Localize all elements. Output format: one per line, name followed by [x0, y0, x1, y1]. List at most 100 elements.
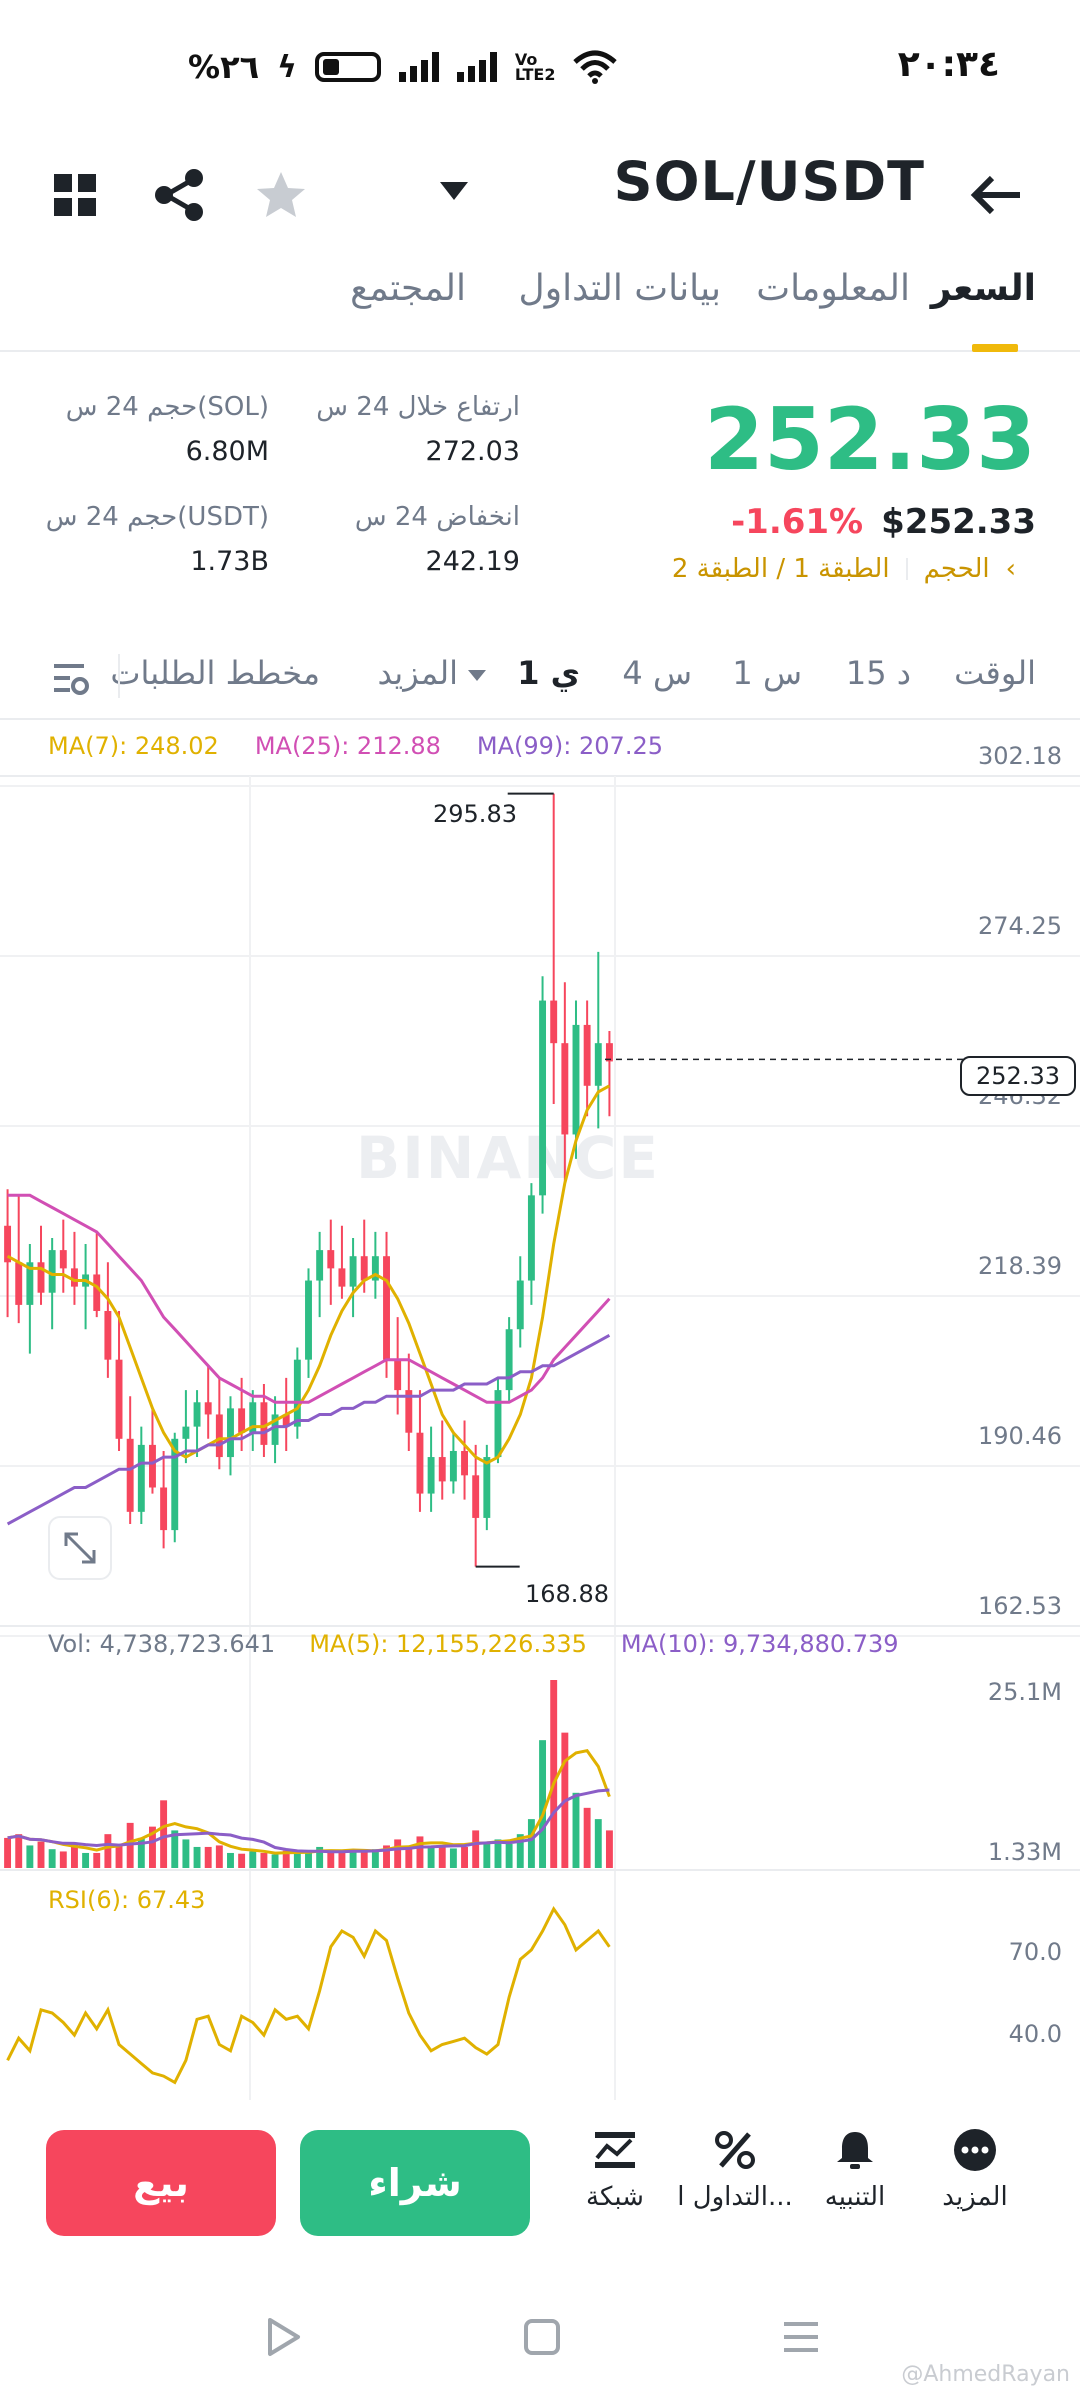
- fiat-price: $252.33: [881, 502, 1036, 542]
- chevron-right-icon[interactable]: ‹: [1005, 554, 1016, 584]
- candle-body: [394, 1359, 402, 1391]
- candle-body: [583, 1024, 591, 1086]
- volume-bar: [48, 1849, 56, 1868]
- fullscreen-expand-icon[interactable]: [48, 1516, 112, 1580]
- stat-24h-volume-base: حجم 24 س(SOL) 6.80M: [66, 392, 269, 467]
- candle-body: [182, 1426, 190, 1439]
- percent-icon: [715, 2131, 755, 2169]
- interval-time[interactable]: الوقت: [954, 654, 1036, 692]
- more-options-button[interactable]: المزيد: [915, 2128, 1035, 2212]
- volume-bar: [4, 1837, 12, 1868]
- volume-bar: [293, 1852, 301, 1868]
- candle-body: [527, 1195, 535, 1281]
- pair-dropdown-caret-icon[interactable]: [440, 182, 468, 200]
- candle-body: [15, 1262, 23, 1305]
- price-axis-label: 190.46: [978, 1422, 1062, 1450]
- volume-axis-label: 25.1M: [987, 1678, 1062, 1706]
- tab-trading-data[interactable]: بيانات التداول: [518, 268, 721, 309]
- candle-body: [193, 1402, 201, 1427]
- back-arrow-icon[interactable]: [962, 160, 1032, 230]
- grid-menu-icon[interactable]: [40, 160, 110, 230]
- price-axis-label: 218.39: [978, 1252, 1062, 1280]
- favorite-star-icon[interactable]: [246, 160, 316, 230]
- stat-value: 1.73B: [190, 546, 269, 577]
- caret-down-icon: [468, 669, 486, 681]
- nav-recents-icon[interactable]: [776, 2312, 826, 2362]
- price-axis-label: 162.53: [978, 1592, 1062, 1620]
- depth-chart-tab[interactable]: مخطط الطلبات: [110, 654, 320, 692]
- interval-more-label: المزيد: [377, 654, 459, 692]
- trading-pair-title[interactable]: SOL/USDT: [613, 150, 925, 213]
- tab-price[interactable]: السعر: [930, 268, 1036, 309]
- price-change-percent: -1.61%: [731, 502, 864, 542]
- volume-bar: [349, 1849, 357, 1868]
- chart-area[interactable]: BINANCE MA(7): 248.02 MA(25): 212.88 MA(…: [0, 720, 1080, 2100]
- candle-body: [70, 1268, 78, 1287]
- nav-home-icon[interactable]: [517, 2312, 567, 2362]
- nav-back-icon[interactable]: [258, 2312, 308, 2362]
- divider: [118, 654, 120, 698]
- candle-body: [293, 1359, 301, 1427]
- candle-body: [594, 1043, 602, 1086]
- volume-bar: [15, 1834, 23, 1868]
- volume-link[interactable]: الحجم: [923, 554, 990, 584]
- volume-bar: [371, 1849, 379, 1868]
- volume-bar: [215, 1845, 223, 1868]
- interval-15m[interactable]: 15 د: [845, 654, 911, 692]
- volume-bar: [427, 1845, 435, 1868]
- volume-bar: [104, 1834, 112, 1868]
- buy-button[interactable]: شراء: [300, 2130, 530, 2236]
- battery-percent: %٢٦: [188, 48, 260, 86]
- bell-icon: [837, 2132, 873, 2169]
- margin-trading-button[interactable]: التداول ا...: [675, 2128, 795, 2212]
- grid-trading-button[interactable]: شبكة: [555, 2128, 675, 2212]
- tab-community[interactable]: المجتمع: [350, 268, 466, 309]
- signal-icon: [398, 52, 439, 82]
- candle-body: [316, 1250, 324, 1281]
- volume-bar: [305, 1849, 312, 1868]
- candle-body: [338, 1268, 346, 1287]
- candle-body: [37, 1262, 45, 1293]
- candle-body: [238, 1408, 246, 1433]
- candlestick-chart[interactable]: [0, 720, 1080, 2100]
- candle-body: [605, 1043, 613, 1062]
- volume-bar: [59, 1851, 67, 1868]
- share-icon[interactable]: [144, 160, 214, 230]
- status-icons: %٢٦ ϟ Vo LTE2: [188, 48, 617, 86]
- interval-more[interactable]: المزيد: [377, 654, 486, 692]
- chart-settings-icon[interactable]: [48, 656, 94, 702]
- volume-bar: [472, 1830, 480, 1868]
- rsi-axis-label: 40.0: [1008, 2020, 1062, 2048]
- signal-icon-2: [456, 52, 497, 82]
- battery-icon: [314, 52, 381, 82]
- volume-bar: [483, 1843, 491, 1868]
- interval-4h[interactable]: 4 س: [622, 654, 692, 692]
- ma7-line: [6, 1084, 611, 1465]
- volume-bar: [160, 1800, 168, 1868]
- ma-legend: MA(7): 248.02 MA(25): 212.88 MA(99): 207…: [48, 732, 663, 760]
- active-tab-indicator: [972, 344, 1018, 352]
- candle-body: [405, 1390, 413, 1433]
- volume-bar: [605, 1830, 613, 1868]
- candle-body: [171, 1438, 179, 1531]
- price-change-row: -1.61% $252.33: [731, 502, 1036, 542]
- candle-body: [282, 1414, 290, 1427]
- candle-body: [383, 1256, 390, 1360]
- ma7-legend: MA(7): 248.02: [48, 732, 219, 760]
- interval-1h[interactable]: 1 س: [732, 654, 802, 692]
- tier-link[interactable]: الطبقة 1 / الطبقة 2: [671, 554, 890, 584]
- interval-1d[interactable]: 1 ي: [517, 654, 580, 692]
- volume-ma10: MA(10): 9,734,880.739: [620, 1630, 899, 1658]
- tab-info[interactable]: المعلومات: [756, 268, 910, 309]
- sell-button[interactable]: بيع: [46, 2130, 276, 2236]
- volume-bar: [316, 1846, 324, 1868]
- volume-bar: [461, 1846, 468, 1868]
- charging-icon: ϟ: [277, 49, 297, 85]
- price-alert-button[interactable]: التنبيه: [795, 2128, 915, 2212]
- credit-watermark: @AhmedRayan: [901, 2362, 1070, 2387]
- candle-body: [260, 1402, 268, 1445]
- candle-body: [505, 1329, 513, 1391]
- candle-body: [115, 1359, 123, 1439]
- candle-body: [449, 1450, 457, 1482]
- volume-bar: [583, 1807, 591, 1868]
